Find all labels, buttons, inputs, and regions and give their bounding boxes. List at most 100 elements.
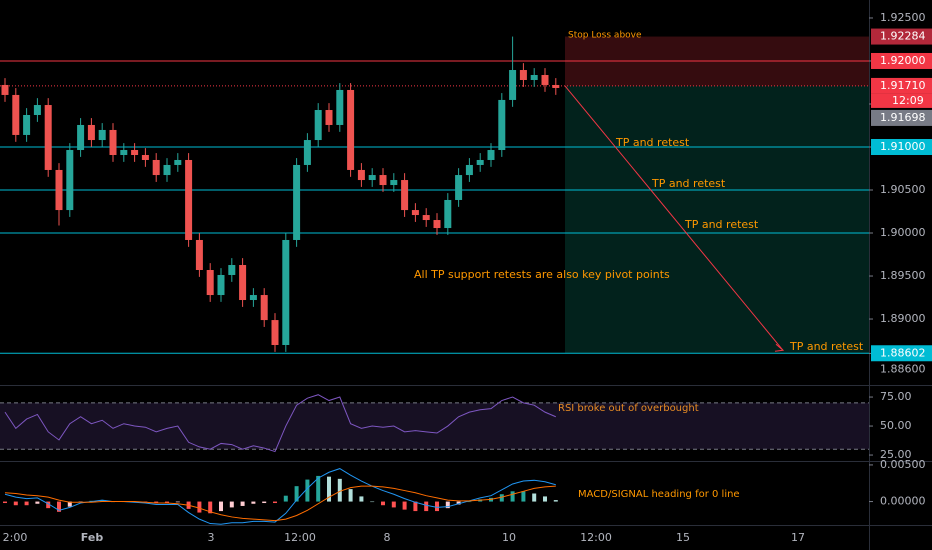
y-tick-label: 25.00 <box>880 448 912 461</box>
candle-body <box>541 75 549 85</box>
annotation: TP and retest <box>789 340 864 353</box>
macd-histogram-bar <box>35 501 40 504</box>
candle-body <box>303 140 311 165</box>
macd-histogram-bar <box>273 501 277 504</box>
price-label-box <box>871 28 932 45</box>
x-tick-label: 8 <box>384 531 391 544</box>
price-label: 1.92000 <box>880 54 926 67</box>
candle-body <box>357 169 365 181</box>
macd-histogram-bar <box>391 501 396 508</box>
candle-body <box>347 89 355 170</box>
candle-body <box>55 169 63 211</box>
macd-histogram-bar <box>24 501 29 506</box>
macd-histogram-bar <box>262 501 267 504</box>
macd-histogram-bar <box>413 501 418 512</box>
candle-body <box>433 220 441 229</box>
annotation: TP and retest <box>615 136 690 149</box>
candle-body <box>519 70 527 80</box>
candle-body <box>152 159 160 176</box>
candle-body <box>411 210 419 216</box>
candle-body <box>23 115 31 135</box>
x-tick-label: 17 <box>791 531 805 544</box>
candle-body <box>141 154 149 160</box>
macd-histogram-bar <box>359 496 364 502</box>
macd-histogram-bar <box>165 501 169 504</box>
macd-histogram-bar <box>3 501 7 504</box>
candle-body <box>455 175 463 200</box>
macd-histogram-bar <box>67 501 72 507</box>
price-label-box <box>871 345 932 362</box>
price-label-box <box>871 77 932 94</box>
candle-body <box>293 164 301 240</box>
y-tick-label: 1.89000 <box>880 312 926 325</box>
y-tick-label: 1.90500 <box>880 183 926 196</box>
x-tick-label: 10 <box>502 531 516 544</box>
macd-histogram-bar <box>240 501 245 506</box>
macd-histogram-bar <box>510 491 515 502</box>
macd-histogram-bar <box>175 501 180 503</box>
candle-body <box>530 75 538 80</box>
macd-histogram-bar <box>499 494 504 502</box>
price-label: 1.91698 <box>880 111 926 124</box>
price-label: 1.92284 <box>880 30 926 43</box>
target-zone <box>565 85 869 354</box>
price-label-box <box>871 109 932 126</box>
annotation: Stop Loss above <box>568 31 642 41</box>
macd-histogram-bar <box>381 501 385 506</box>
y-tick-label: 1.90000 <box>880 226 926 239</box>
candle-body <box>77 124 85 151</box>
candle-body <box>325 110 333 125</box>
candle-body <box>444 199 452 229</box>
macd-histogram-bar <box>521 491 526 502</box>
annotation: MACD/SIGNAL heading for 0 line <box>578 489 740 500</box>
macd-histogram-bar <box>100 500 105 502</box>
macd-line <box>4 468 556 525</box>
y-tick-label: 1.89500 <box>880 269 926 282</box>
macd-histogram-bar <box>327 476 331 502</box>
candle-body <box>368 175 376 181</box>
macd-histogram-bar <box>197 501 202 513</box>
arrow-head <box>774 343 785 352</box>
price-label: 1.91000 <box>880 140 926 153</box>
candle-body <box>465 164 473 176</box>
x-tick-label: 12:00 <box>580 531 612 544</box>
macd-histogram-bar <box>229 501 234 508</box>
macd-histogram-bar <box>305 479 310 502</box>
candle-body <box>552 84 560 88</box>
candle-body <box>498 99 506 151</box>
y-tick-label: 0.00000 <box>880 495 926 508</box>
x-tick-label: 12:00 <box>284 531 316 544</box>
x-tick-label: 3 <box>208 531 215 544</box>
macd-histogram-bar <box>251 501 256 504</box>
rsi-band <box>0 402 869 450</box>
price-label-box <box>871 52 932 69</box>
candle-body <box>476 159 484 165</box>
candle-body <box>12 94 20 135</box>
candle-body <box>120 150 128 155</box>
macd-histogram-bar <box>337 478 342 502</box>
y-tick-label: 0.00500 <box>880 458 926 471</box>
candle-body <box>422 215 430 221</box>
candle-body <box>87 124 95 141</box>
macd-histogram-bar <box>543 496 547 502</box>
annotation: TP and retest <box>684 218 759 231</box>
countdown-box <box>871 93 932 108</box>
macd-histogram-bar <box>316 475 321 502</box>
macd-histogram-bar <box>435 501 439 512</box>
y-tick-label: 1.88600 <box>880 362 926 375</box>
candle-body <box>249 295 257 301</box>
y-tick-label: 1.92500 <box>880 11 926 24</box>
macd-histogram-bar <box>208 501 213 514</box>
annotation: RSI broke out of overbought <box>558 403 699 414</box>
price-label-box <box>871 138 932 155</box>
candle-body <box>206 269 214 296</box>
candle-body <box>185 159 193 240</box>
candle-body <box>271 320 279 346</box>
x-tick-label: Feb <box>81 531 104 544</box>
candle-body <box>390 180 398 186</box>
macd-histogram-bar <box>424 501 429 512</box>
candle-body <box>239 265 247 301</box>
candle-body <box>163 164 171 176</box>
